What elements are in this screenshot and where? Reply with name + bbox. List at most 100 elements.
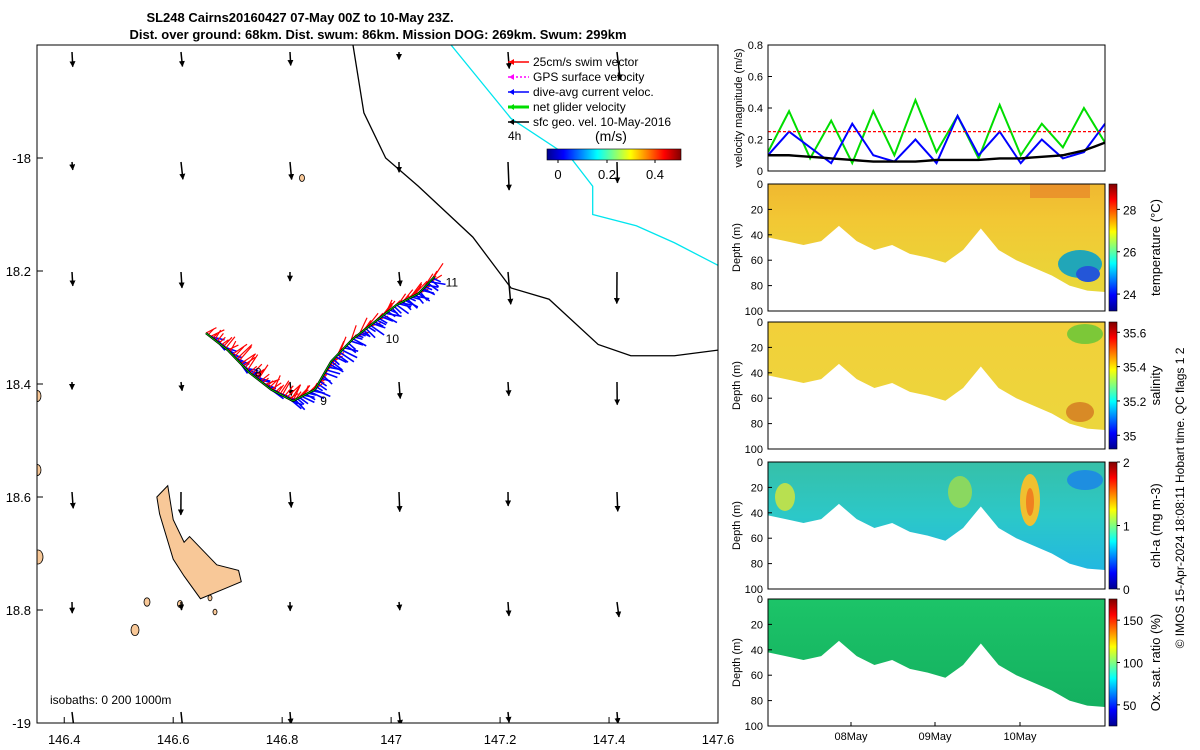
velocity-ylabel: velocity magnitude (m/s) — [733, 48, 745, 167]
swim-vector — [257, 364, 269, 380]
current-vector — [391, 307, 400, 317]
swim-vector — [240, 353, 255, 365]
map-y-tick-label: 18.8 — [6, 603, 31, 618]
day-marker-label: 10 — [386, 332, 400, 346]
legend-arrowhead — [509, 89, 514, 95]
island — [156, 484, 242, 600]
oxygen-y-tick-label: 80 — [751, 696, 763, 708]
salinity-y-tick-label: 20 — [751, 342, 763, 354]
chla-section-field — [768, 462, 1105, 570]
current-arrow — [178, 51, 185, 68]
legend-tag-4h: 4h — [508, 129, 521, 143]
current-vector — [305, 393, 316, 401]
reef — [207, 594, 213, 602]
current-vector — [376, 319, 387, 326]
legend-arrowhead — [509, 59, 514, 65]
legend-label: sfc geo. vel. 10-May-2016 — [533, 115, 671, 129]
colorbar-tick-label: 0 — [554, 167, 561, 182]
salinity-colorbar-label: salinity — [1148, 365, 1163, 405]
velocity-panel: 0 0.2 0.4 0.6 0.8 velocity magnitude (m/s) — [733, 40, 1106, 178]
map-x-tick-label: 146.8 — [266, 732, 299, 747]
chla-colorbar — [1108, 461, 1118, 590]
oxygen-colorbar-tick-label: 50 — [1123, 699, 1137, 713]
legend-label: dive-avg current veloc. — [533, 85, 654, 99]
map-y-tick-label: 18.4 — [6, 377, 31, 392]
current-vector-field — [69, 51, 623, 723]
oxygen-colorbar — [1108, 598, 1118, 727]
chla-patch — [948, 476, 972, 508]
temperature-section-field — [768, 184, 1105, 292]
current-arrow — [615, 601, 622, 618]
current-vector — [330, 360, 343, 371]
current-vector — [319, 380, 328, 387]
oxygen-colorbar-label: Ox. sat. ratio (%) — [1148, 614, 1163, 712]
salinity-colorbar-tick-label: 35 — [1123, 429, 1137, 443]
chla-ylabel: Depth (m) — [731, 501, 743, 550]
swim-vector — [222, 336, 233, 348]
reef — [212, 608, 218, 616]
isobath-lines — [352, 45, 718, 357]
temperature-colorbar — [1108, 183, 1118, 312]
swim-vector — [235, 344, 253, 360]
current-vector — [329, 363, 344, 373]
current-vector — [424, 286, 433, 291]
current-vector — [396, 304, 410, 315]
swim-vector — [238, 346, 252, 362]
swim-vector — [220, 339, 229, 346]
temperature-y-tick-label: 0 — [757, 179, 763, 191]
swim-vector — [413, 283, 423, 297]
map-x-tick-label: 147 — [380, 732, 402, 747]
swim-vector — [244, 353, 257, 369]
current-arrow — [505, 711, 512, 723]
current-arrow — [614, 711, 621, 723]
speed-colorbar — [546, 148, 682, 161]
legend-arrowhead — [509, 104, 514, 110]
current-vector — [372, 322, 386, 329]
map-x-tick-label: 147.4 — [593, 732, 626, 747]
temperature-colorbar-tick-label: 24 — [1123, 288, 1137, 302]
swim-vector — [225, 336, 236, 349]
current-arrow — [396, 381, 403, 400]
swim-vector — [207, 328, 215, 336]
salinity-y-tick-label: 80 — [751, 419, 763, 431]
current-vector — [363, 329, 371, 338]
map-y-tick-label: -18 — [12, 151, 31, 166]
current-arrow — [69, 51, 76, 68]
oxygen-y-tick-label: 20 — [751, 619, 763, 631]
current-arrow — [178, 381, 185, 392]
current-vector — [301, 395, 315, 404]
temperature-y-tick-label: 60 — [751, 255, 763, 267]
swim-vector — [231, 343, 248, 356]
chla-y-tick-label: 40 — [751, 508, 763, 520]
current-vector — [422, 287, 436, 296]
chla-patch — [775, 483, 795, 511]
current-vector — [381, 316, 394, 322]
velocity-y-axis: 0 0.2 0.4 0.6 0.8 — [748, 40, 772, 178]
current-vector — [367, 326, 376, 333]
temperature-colorbar-tick-label: 26 — [1123, 246, 1137, 260]
current-arrow — [69, 161, 76, 171]
current-vector — [393, 306, 402, 314]
current-arrow — [396, 491, 403, 513]
swim-vector — [275, 385, 282, 393]
velocity-y-tick-label: 0 — [757, 166, 763, 178]
chla-colorbar-tick-label: 0 — [1123, 583, 1130, 597]
map-x-axis: 146.4 146.6 146.8 147 147.2 147.4 147.6 — [48, 717, 734, 747]
time-x-tick-label: 09May — [918, 731, 952, 743]
swim-vector — [283, 385, 294, 397]
current-arrow — [396, 601, 403, 611]
current-vector — [296, 398, 305, 405]
legend-label: GPS surface velocity — [533, 70, 644, 84]
oxygen-y-tick-label: 40 — [751, 645, 763, 657]
swim-vector — [270, 382, 282, 391]
swim-vector — [205, 327, 217, 334]
temperature-axes-frame — [767, 183, 1106, 312]
chla-colorbar-tick-label: 2 — [1123, 456, 1130, 470]
current-vector — [332, 358, 340, 366]
current-vector — [369, 324, 385, 336]
current-arrow — [180, 711, 183, 723]
legend-label: net glider velocity — [533, 100, 626, 114]
oxygen-y-tick-label: 60 — [751, 670, 763, 682]
oxygen-panel: 0 20 40 60 80 100 Depth (m) 50 100 150 Ox. sat. ra… — [731, 594, 1163, 743]
swim-vector — [281, 382, 290, 396]
